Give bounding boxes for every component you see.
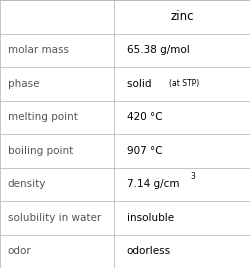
- Text: solid: solid: [126, 79, 157, 89]
- Text: boiling point: boiling point: [8, 146, 72, 156]
- Text: density: density: [8, 179, 46, 189]
- Text: 3: 3: [190, 172, 195, 181]
- Text: insoluble: insoluble: [126, 213, 173, 223]
- Text: solubility in water: solubility in water: [8, 213, 100, 223]
- Text: odor: odor: [8, 246, 31, 256]
- Text: odorless: odorless: [126, 246, 170, 256]
- Text: (at STP): (at STP): [169, 79, 199, 88]
- Text: 7.14 g/cm: 7.14 g/cm: [126, 179, 178, 189]
- Text: melting point: melting point: [8, 112, 77, 122]
- Text: 65.38 g/mol: 65.38 g/mol: [126, 45, 189, 55]
- Text: 420 °C: 420 °C: [126, 112, 162, 122]
- Text: molar mass: molar mass: [8, 45, 68, 55]
- Text: phase: phase: [8, 79, 39, 89]
- Text: 907 °C: 907 °C: [126, 146, 162, 156]
- Text: zinc: zinc: [170, 10, 194, 23]
